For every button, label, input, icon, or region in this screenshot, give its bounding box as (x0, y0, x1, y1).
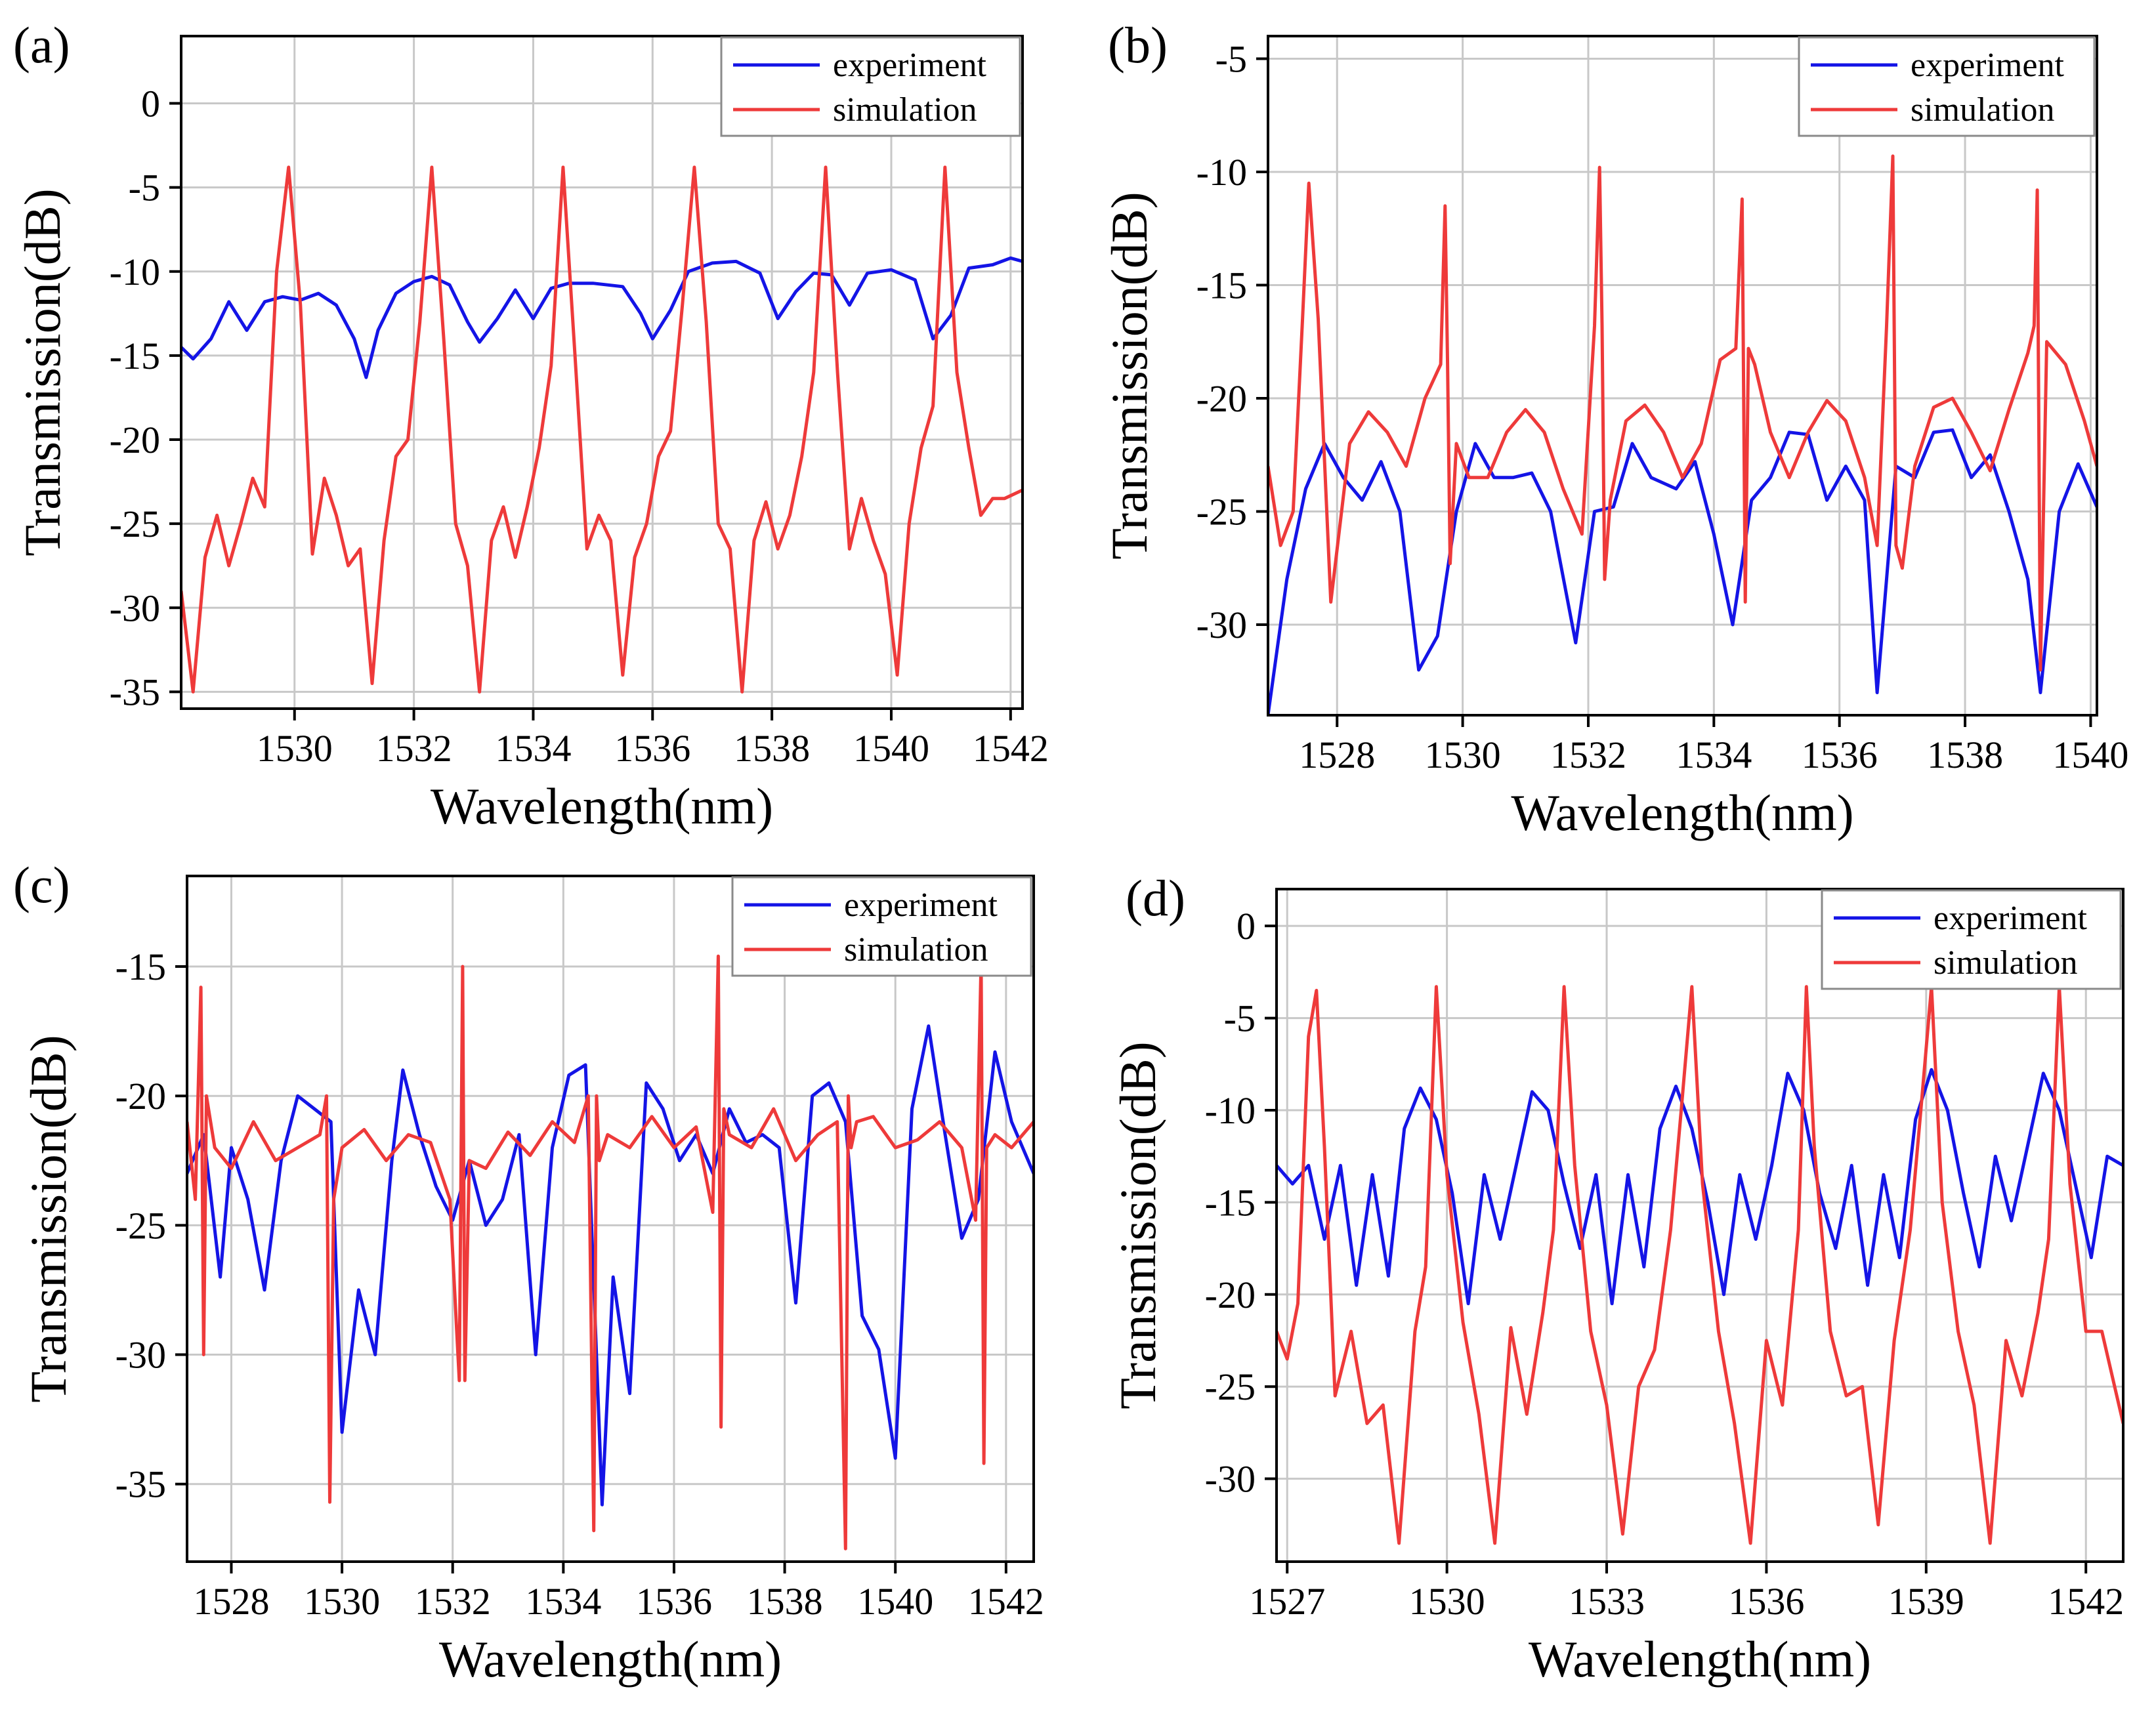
y-tick-label: -10 (110, 251, 160, 293)
y-tick-label: -20 (1205, 1274, 1256, 1316)
x-tick-label: 1540 (857, 1580, 933, 1623)
panel-label: (a) (13, 16, 70, 73)
y-tick-label: -30 (1196, 604, 1247, 646)
y-tick-label: -15 (1205, 1181, 1256, 1224)
y-tick-label: -20 (110, 419, 160, 461)
y-tick-label: -25 (1205, 1365, 1256, 1408)
y-tick-label: -5 (1215, 38, 1247, 81)
series-line-experiment (1277, 1068, 2123, 1306)
plot-frame (1267, 35, 2098, 717)
x-tick-label: 1530 (1425, 734, 1501, 776)
panel-label: (d) (1126, 869, 1185, 926)
legend-box (1798, 36, 2096, 137)
x-tick-label: 1536 (1728, 1580, 1804, 1623)
x-tick-label: 1540 (2052, 734, 2128, 776)
y-tick-label: -20 (1196, 377, 1247, 420)
y-tick-label: -30 (116, 1334, 166, 1377)
y-tick-label: -30 (110, 587, 160, 629)
x-tick-label: 1532 (415, 1580, 491, 1623)
legend-label-simulation: simulation (1911, 91, 2055, 129)
y-tick-label: -5 (129, 167, 160, 209)
y-tick-label: -25 (116, 1204, 166, 1247)
panel-b: 1528 1530 1532 1534 1536 1538 1540 -5 -10 -15 -20 -… (1101, 16, 2128, 841)
x-axis-label: Wavelength(nm) (1529, 1631, 1871, 1688)
x-tick-label: 1532 (376, 727, 452, 770)
x-tick-label: 1534 (495, 727, 571, 770)
y-axis-label: Transmission(dB) (14, 188, 71, 556)
y-tick-label: -10 (1196, 151, 1247, 194)
legend-label-experiment: experiment (1934, 900, 2087, 937)
x-tick-label: 1527 (1249, 1580, 1325, 1623)
y-axis-label: Transmission(dB) (1109, 1041, 1166, 1409)
y-axis-label: Transmission(dB) (1101, 192, 1158, 560)
x-tick-label: 1538 (1927, 734, 2003, 776)
panel-c: 1528 1530 1532 1534 1536 1538 1540 1542 -15 -20 -2… (13, 856, 1044, 1688)
x-tick-label: 1542 (968, 1580, 1044, 1623)
legend-label-simulation: simulation (1934, 944, 2078, 982)
x-tick-label: 1528 (193, 1580, 269, 1623)
x-tick-label: 1528 (1299, 734, 1375, 776)
x-tick-label: 1530 (304, 1580, 380, 1623)
x-tick-label: 1530 (257, 727, 333, 770)
x-tick-label: 1530 (1409, 1580, 1485, 1623)
x-tick-label: 1538 (734, 727, 810, 770)
series-line-experiment (181, 256, 1023, 379)
x-tick-label: 1542 (973, 727, 1049, 770)
series-line-experiment (187, 1024, 1034, 1507)
y-tick-label: -20 (116, 1075, 166, 1117)
y-tick-label: -15 (1196, 264, 1247, 307)
x-tick-label: 1533 (1569, 1580, 1645, 1623)
panel-label: (b) (1108, 16, 1168, 73)
legend-label-simulation: simulation (833, 91, 977, 129)
y-tick-label: 0 (141, 83, 160, 125)
x-tick-label: 1542 (2048, 1580, 2124, 1623)
legend-box (1821, 889, 2122, 990)
legend-box (731, 876, 1032, 977)
x-tick-label: 1536 (1802, 734, 1878, 776)
series-line-experiment (1268, 428, 2097, 715)
y-tick-label: -35 (110, 671, 160, 713)
series-line-simulation (181, 165, 1023, 694)
series-line-simulation (1277, 985, 2123, 1545)
x-axis-label: Wavelength(nm) (1511, 784, 1853, 841)
legend-label-experiment: experiment (833, 47, 986, 84)
panel-a: 1530 1532 1534 1536 1538 1540 1542 0 -5 -10 -15 -20… (13, 16, 1049, 835)
legend-box (720, 36, 1021, 137)
x-axis-label: Wavelength(nm) (431, 778, 773, 835)
plot-frame (186, 875, 1035, 1563)
x-axis-label: Wavelength(nm) (439, 1631, 782, 1688)
x-tick-label: 1534 (1676, 734, 1752, 776)
y-axis-label: Transmission(dB) (20, 1035, 77, 1403)
x-tick-label: 1538 (747, 1580, 823, 1623)
y-tick-label: -15 (116, 946, 166, 988)
y-tick-label: -5 (1224, 997, 1256, 1040)
panel-label: (c) (13, 856, 70, 913)
y-tick-label: -35 (116, 1463, 166, 1506)
plot-frame (1275, 888, 2124, 1563)
x-tick-label: 1540 (853, 727, 929, 770)
series-line-simulation (187, 954, 1034, 1550)
y-tick-label: -25 (110, 503, 160, 545)
x-tick-label: 1539 (1888, 1580, 1964, 1623)
y-tick-label: -15 (110, 335, 160, 377)
legend-label-simulation: simulation (844, 931, 988, 968)
y-tick-label: -30 (1205, 1458, 1256, 1501)
y-tick-label: -10 (1205, 1089, 1256, 1132)
y-tick-label: -25 (1196, 491, 1247, 533)
legend-label-experiment: experiment (844, 886, 998, 924)
x-tick-label: 1534 (525, 1580, 601, 1623)
y-tick-label: 0 (1237, 905, 1256, 947)
panel-d: 1527 1530 1533 1536 1539 1542 0 -5 -10 -15 -20 -25 -… (1109, 869, 2124, 1688)
series-line-simulation (1268, 154, 2097, 672)
x-tick-label: 1536 (614, 727, 690, 770)
legend-label-experiment: experiment (1911, 47, 2064, 84)
x-tick-label: 1536 (636, 1580, 712, 1623)
plot-frame (180, 35, 1024, 710)
x-tick-label: 1532 (1550, 734, 1626, 776)
